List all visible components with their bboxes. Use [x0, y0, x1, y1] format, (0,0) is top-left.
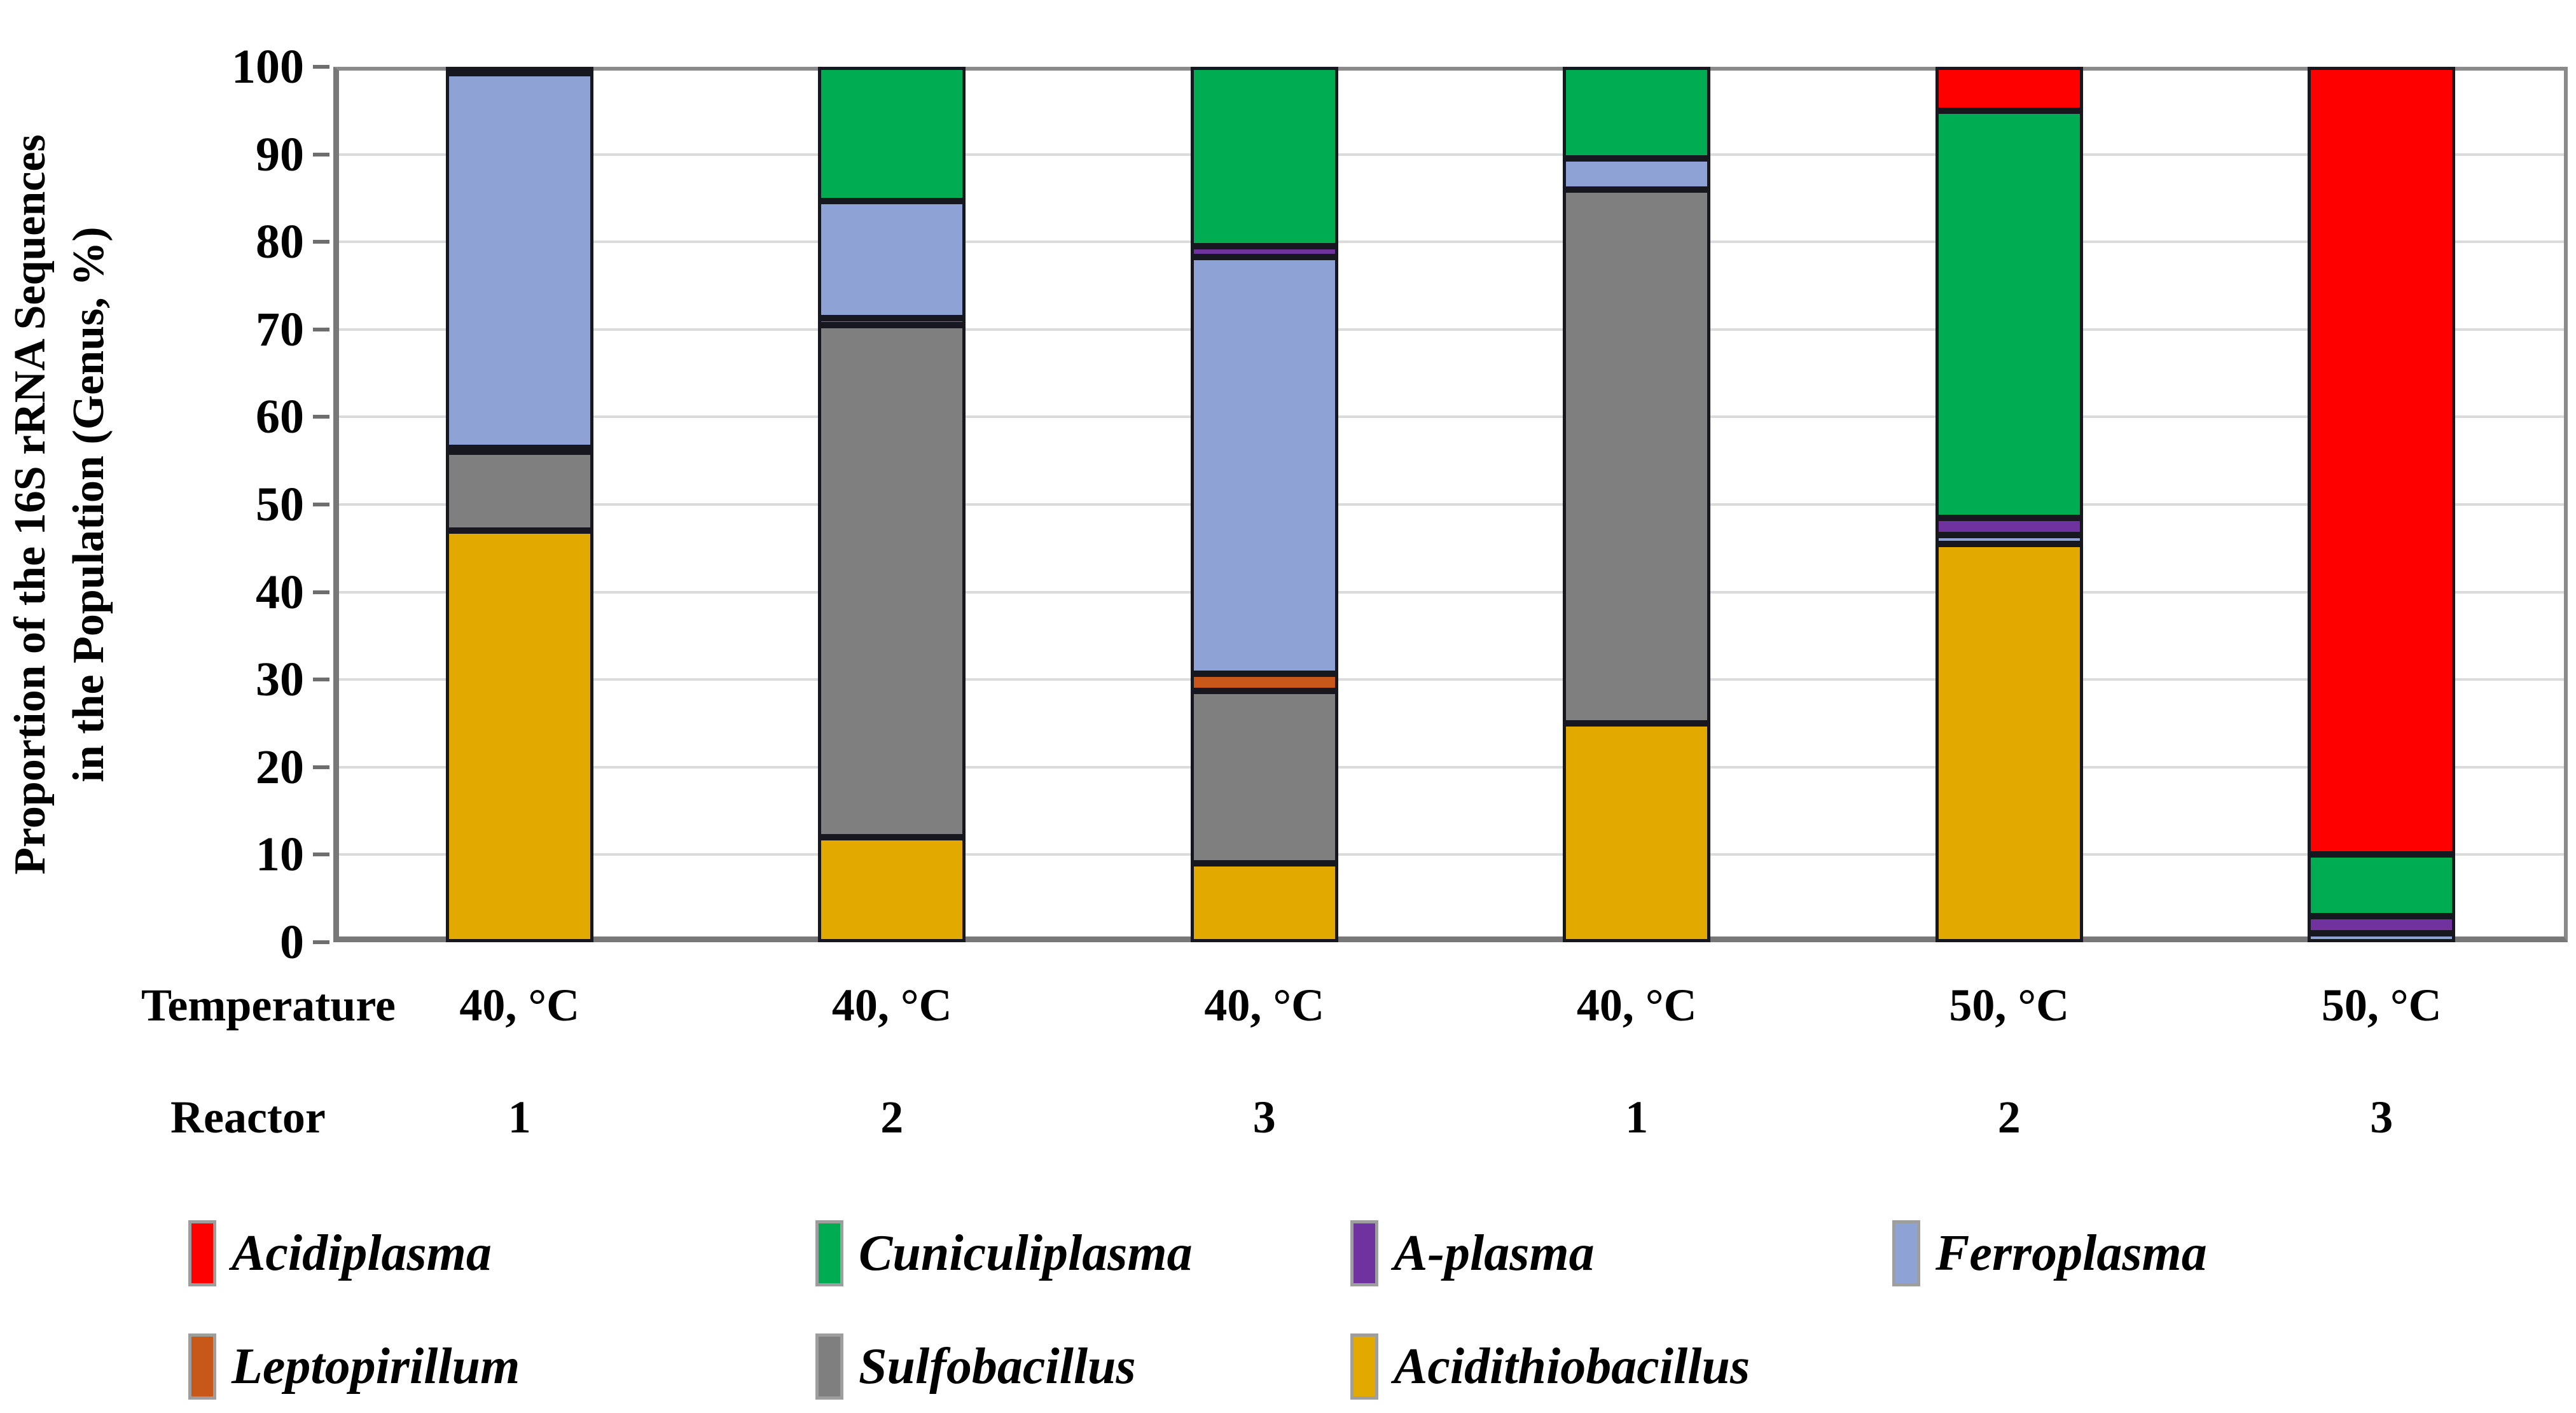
y-axis-tick-label: 60 — [256, 390, 304, 444]
y-axis-tick-label: 70 — [256, 302, 304, 356]
gridline — [333, 328, 2568, 331]
bar-segment-ferroplasma — [818, 200, 966, 318]
legend-swatch-icon — [1350, 1333, 1378, 1400]
reactor-value: 1 — [508, 1092, 531, 1143]
legend-item-sulfobacillus: Sulfobacillus — [815, 1333, 1136, 1400]
y-axis-tick-mark — [313, 590, 329, 594]
reactor-value: 1 — [1625, 1092, 1649, 1143]
bar-segment-leptopirillum — [818, 317, 966, 325]
bar-segment-leptopirillum — [445, 447, 593, 454]
y-axis-tick-label: 100 — [232, 40, 304, 94]
y-axis-tick-mark — [313, 940, 329, 944]
gridline — [333, 853, 2568, 856]
gridline — [333, 590, 2568, 594]
legend-swatch-icon — [1350, 1220, 1378, 1286]
gridline — [333, 765, 2568, 769]
y-axis-tick-label: 10 — [256, 828, 304, 882]
bar-segment-cuniculiplasma — [1563, 67, 1711, 159]
gridline — [333, 153, 2568, 156]
gridline — [333, 503, 2568, 506]
temperature-value: 40, °C — [831, 980, 952, 1031]
y-axis-tick-mark — [313, 327, 329, 331]
bar-segment-cuniculiplasma — [445, 67, 593, 73]
legend-label: Leptopirillum — [232, 1339, 520, 1395]
y-axis-tick-mark — [313, 503, 329, 506]
legend-label: Acidiplasma — [232, 1225, 492, 1281]
y-axis-tick-label: 20 — [256, 740, 304, 794]
y-axis-title-line-1: Proportion of the 16S rRNA Sequences — [6, 134, 55, 875]
legend-swatch-icon — [815, 1333, 843, 1400]
y-axis-tick-mark — [313, 240, 329, 244]
y-axis-tick-mark — [313, 853, 329, 857]
gridline — [333, 415, 2568, 419]
y-axis-tick-label: 40 — [256, 565, 304, 619]
y-axis-tick-mark — [313, 65, 329, 69]
bar-segment-ferroplasma — [445, 73, 593, 448]
legend-label: Acidithiobacillus — [1394, 1339, 1750, 1395]
bar-segment-a-plasma — [1935, 517, 2083, 536]
reactor-value: 2 — [1997, 1092, 2021, 1143]
y-axis-tick-mark — [313, 152, 329, 157]
bar-segment-sulfobacillus — [1563, 189, 1711, 723]
bar-segment-acidithiobacillus — [1563, 723, 1711, 942]
legend-swatch-icon — [1892, 1220, 1920, 1286]
legend-swatch-icon — [188, 1333, 216, 1400]
legend-label: Ferroplasma — [1935, 1225, 2207, 1281]
temperature-value: 50, °C — [1949, 980, 2070, 1031]
legend-item-ferroplasma: Ferroplasma — [1892, 1220, 2207, 1286]
legend-item-acidithiobacillus: Acidithiobacillus — [1350, 1333, 1750, 1400]
bar-segment-acidithiobacillus — [1935, 543, 2083, 942]
y-axis-tick-label: 30 — [256, 653, 304, 707]
y-axis-tick-label: 80 — [256, 215, 304, 269]
temperature-value: 40, °C — [1204, 980, 1325, 1031]
bar-segment-acidithiobacillus — [1190, 863, 1338, 942]
temperature-value: 50, °C — [2321, 980, 2442, 1031]
y-axis-tick-mark — [313, 678, 329, 682]
y-axis-tick-mark — [313, 415, 329, 419]
bar-segment-acidithiobacillus — [445, 531, 593, 942]
bar-segment-ferroplasma — [1190, 256, 1338, 674]
legend-label: A-plasma — [1394, 1225, 1595, 1281]
legend-swatch-icon — [815, 1220, 843, 1286]
bar-segment-a-plasma — [1190, 246, 1338, 257]
y-axis-tick-label: 50 — [256, 478, 304, 531]
gridline — [333, 678, 2568, 681]
bar-segment-cuniculiplasma — [818, 67, 966, 201]
bar-segment-sulfobacillus — [818, 324, 966, 837]
legend-item-leptopirillum: Leptopirillum — [188, 1333, 520, 1400]
bar-segment-ferroplasma — [2308, 933, 2456, 942]
y-axis-tick-label: 90 — [256, 127, 304, 181]
reactor-value: 2 — [880, 1092, 904, 1143]
y-axis-tick-mark — [313, 765, 329, 769]
bar-segment-sulfobacillus — [1190, 691, 1338, 864]
bar-segment-acidiplasma — [2308, 67, 2456, 855]
bar-segment-sulfobacillus — [445, 452, 593, 531]
bar-segment-cuniculiplasma — [2308, 854, 2456, 916]
temperature-value: 40, °C — [459, 980, 580, 1031]
y-axis-tick-label: 0 — [280, 915, 304, 969]
temperature-value: 40, °C — [1576, 980, 1697, 1031]
gridline — [333, 240, 2568, 244]
bar-segment-cuniculiplasma — [1190, 67, 1338, 247]
temperature-row-label: Temperature — [141, 980, 396, 1031]
bar-segment-a-plasma — [2308, 915, 2456, 934]
bar-segment-ferroplasma — [1935, 535, 2083, 544]
legend-item-a-plasma: A-plasma — [1350, 1220, 1595, 1286]
legend-label: Cuniculiplasma — [859, 1225, 1193, 1281]
bar-segment-leptopirillum — [1190, 673, 1338, 692]
legend-item-cuniculiplasma: Cuniculiplasma — [815, 1220, 1193, 1286]
reactor-value: 3 — [2370, 1092, 2393, 1143]
bar-segment-acidithiobacillus — [818, 837, 966, 942]
bar-segment-acidiplasma — [1935, 67, 2083, 111]
reactor-row-label: Reactor — [170, 1092, 326, 1143]
bar-segment-cuniculiplasma — [1935, 110, 2083, 518]
legend-item-acidiplasma: Acidiplasma — [188, 1220, 492, 1286]
bar-segment-ferroplasma — [1563, 158, 1711, 190]
reactor-value: 3 — [1252, 1092, 1276, 1143]
legend-swatch-icon — [188, 1220, 216, 1286]
legend-label: Sulfobacillus — [859, 1339, 1136, 1395]
